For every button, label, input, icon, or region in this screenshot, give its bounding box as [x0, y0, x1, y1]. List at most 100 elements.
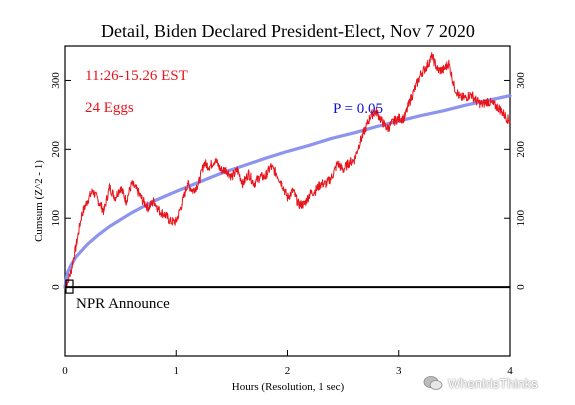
y-tick-label-right: 300	[515, 72, 527, 89]
data-point	[231, 176, 233, 178]
data-point	[270, 165, 272, 168]
data-point	[170, 221, 172, 223]
annotation-event-label: NPR Announce	[76, 296, 170, 312]
data-point	[476, 100, 478, 102]
data-point	[197, 183, 200, 185]
data-point	[253, 183, 255, 185]
data-point	[142, 200, 144, 202]
data-point	[387, 128, 389, 130]
data-point	[314, 190, 316, 192]
data-point	[342, 169, 344, 171]
data-point	[331, 176, 333, 178]
data-point	[247, 172, 250, 175]
x-tick-label: 2	[285, 365, 291, 377]
x-tick-label: 3	[396, 365, 402, 377]
event-marker	[65, 279, 74, 294]
x-axis-label: Hours (Resolution, 1 sec)	[232, 381, 345, 393]
data-point	[509, 121, 511, 123]
data-point	[437, 69, 439, 71]
data-point	[359, 141, 361, 144]
data-point	[203, 162, 205, 164]
data-point	[431, 55, 433, 57]
y-tick-label-right: 200	[515, 141, 527, 158]
annotation-eggs: 24 Eggs	[85, 100, 134, 116]
y-axis-label: Cumsum (Z^2 - 1)	[33, 160, 45, 242]
data-point	[186, 183, 188, 185]
data-point	[125, 200, 127, 202]
chat-bubble-icon	[423, 376, 443, 390]
data-point	[459, 97, 461, 99]
data-point	[192, 190, 194, 192]
data-point	[236, 169, 239, 171]
data-point	[320, 183, 322, 185]
data-point	[114, 196, 116, 199]
data-point	[242, 183, 244, 185]
x-tick-label: 4	[507, 365, 513, 377]
data-point	[214, 159, 216, 161]
axis-ticks: 0 1 2 3 4 0 0 100 100 200 200 300 300	[50, 72, 527, 377]
data-point	[281, 183, 283, 185]
series-line-cumsum	[64, 52, 511, 288]
data-point	[398, 117, 400, 119]
x-tick-label: 0	[62, 365, 68, 377]
annotation-time-range: 11:26-15.26 EST	[85, 68, 188, 84]
data-point	[220, 169, 222, 171]
data-point	[120, 186, 122, 188]
data-point	[425, 66, 428, 68]
data-point	[275, 172, 277, 175]
data-point	[69, 272, 72, 274]
data-point	[286, 196, 289, 199]
data-point	[420, 72, 422, 75]
data-point	[503, 114, 506, 116]
data-point	[303, 203, 305, 206]
data-point	[409, 100, 411, 102]
data-point	[370, 114, 372, 116]
data-point	[325, 183, 328, 185]
y-tick-label: 0	[50, 284, 62, 290]
data-point	[414, 86, 417, 88]
data-point	[181, 203, 183, 206]
y-tick-label-right: 0	[515, 284, 527, 290]
data-point	[353, 159, 355, 161]
watermark-logo: WhenIrisThinks	[423, 372, 568, 394]
data-point	[292, 190, 294, 192]
y-tick-label: 100	[50, 209, 62, 226]
data-point	[136, 190, 138, 192]
data-point	[175, 221, 177, 223]
data-point	[348, 162, 350, 164]
data-point	[92, 190, 94, 192]
data-point	[97, 200, 99, 202]
y-tick-label: 300	[50, 72, 62, 89]
data-point	[147, 207, 150, 209]
data-point	[492, 103, 494, 106]
data-point	[453, 86, 455, 88]
series-group	[63, 52, 512, 289]
data-point	[75, 245, 77, 247]
data-point	[381, 121, 383, 123]
data-point	[259, 176, 261, 178]
data-point	[264, 176, 266, 178]
data-point	[164, 214, 166, 216]
data-point	[470, 93, 472, 95]
y-tick-label-right: 100	[515, 209, 527, 226]
data-point	[464, 97, 467, 99]
data-point	[209, 165, 211, 168]
data-point	[481, 103, 483, 106]
data-point	[364, 128, 366, 130]
annotation-p-label: P = 0.05	[333, 101, 383, 117]
data-point	[158, 210, 161, 212]
data-point	[442, 69, 444, 71]
data-point	[81, 214, 83, 216]
data-point	[153, 200, 155, 202]
series-line-p05	[63, 93, 512, 289]
data-point	[103, 210, 105, 212]
data-point	[487, 100, 489, 102]
data-point	[498, 107, 500, 109]
data-point	[403, 117, 405, 119]
data-point	[225, 169, 227, 171]
data-point	[375, 110, 378, 113]
data-point	[298, 203, 300, 206]
data-point	[336, 162, 339, 164]
data-point	[448, 62, 450, 64]
